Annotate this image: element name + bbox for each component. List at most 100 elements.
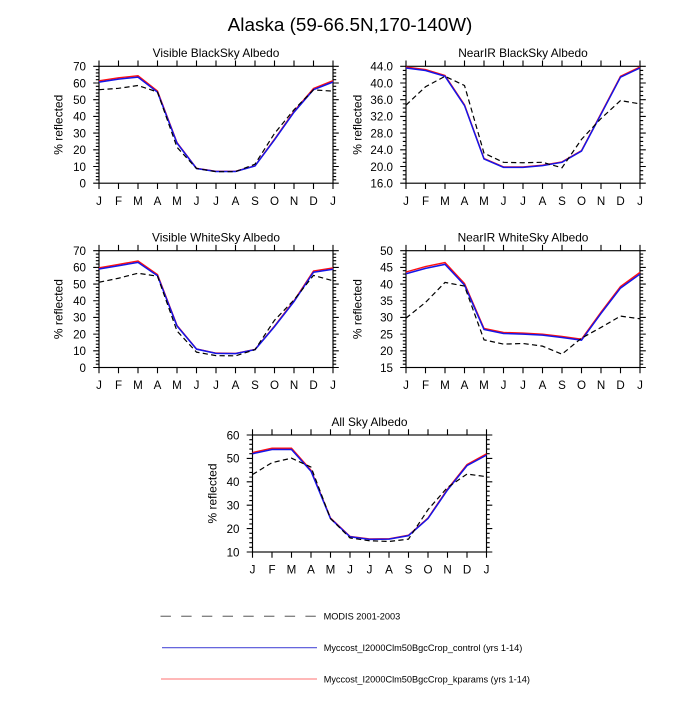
svg-text:44.0: 44.0 (370, 61, 393, 74)
svg-text:M: M (479, 379, 489, 392)
svg-text:70: 70 (73, 61, 86, 74)
svg-text:Visible BlackSky Albedo: Visible BlackSky Albedo (153, 46, 280, 60)
svg-text:D: D (463, 564, 471, 577)
svg-text:40: 40 (227, 476, 240, 489)
svg-text:O: O (577, 379, 586, 392)
svg-text:F: F (115, 195, 122, 208)
svg-text:J: J (520, 195, 526, 208)
svg-text:M: M (133, 379, 143, 392)
svg-text:D: D (309, 379, 317, 392)
svg-text:J: J (403, 379, 409, 392)
svg-text:50: 50 (73, 94, 86, 107)
svg-text:M: M (479, 195, 489, 208)
svg-text:J: J (501, 195, 507, 208)
svg-text:N: N (290, 379, 298, 392)
svg-text:20: 20 (227, 523, 240, 536)
svg-text:% reflected: % reflected (350, 95, 364, 155)
svg-text:40: 40 (380, 278, 393, 291)
svg-text:J: J (330, 379, 336, 392)
svg-text:O: O (423, 564, 432, 577)
svg-text:N: N (443, 564, 451, 577)
svg-text:35: 35 (380, 295, 393, 308)
svg-text:20: 20 (380, 345, 393, 358)
svg-text:A: A (232, 195, 240, 208)
svg-text:S: S (405, 564, 413, 577)
svg-text:J: J (637, 195, 643, 208)
svg-text:40: 40 (73, 111, 86, 124)
svg-text:20: 20 (73, 144, 86, 157)
svg-text:A: A (539, 195, 547, 208)
svg-text:60: 60 (73, 262, 86, 275)
svg-text:M: M (133, 195, 143, 208)
svg-text:A: A (154, 379, 162, 392)
svg-text:20.0: 20.0 (370, 161, 393, 174)
svg-text:A: A (461, 195, 469, 208)
svg-text:S: S (251, 195, 259, 208)
svg-text:M: M (440, 195, 450, 208)
svg-text:S: S (558, 195, 566, 208)
svg-text:NearIR WhiteSky Albedo: NearIR WhiteSky Albedo (458, 231, 589, 245)
svg-text:N: N (597, 195, 605, 208)
svg-text:0: 0 (80, 362, 86, 375)
svg-text:N: N (290, 195, 298, 208)
svg-text:% reflected: % reflected (52, 95, 66, 155)
svg-text:All Sky Albedo: All Sky Albedo (331, 415, 407, 429)
svg-text:A: A (539, 379, 547, 392)
svg-text:50: 50 (380, 245, 393, 258)
svg-text:A: A (154, 195, 162, 208)
svg-text:40: 40 (73, 295, 86, 308)
svg-text:J: J (194, 379, 200, 392)
svg-text:30: 30 (380, 312, 393, 325)
svg-text:F: F (115, 379, 122, 392)
svg-text:J: J (403, 195, 409, 208)
svg-text:J: J (347, 564, 353, 577)
svg-text:D: D (616, 379, 624, 392)
svg-text:0: 0 (80, 178, 86, 191)
svg-text:M: M (440, 379, 450, 392)
svg-text:50: 50 (73, 278, 86, 291)
svg-text:NearIR BlackSky Albedo: NearIR BlackSky Albedo (458, 46, 588, 60)
svg-text:O: O (270, 379, 279, 392)
svg-text:28.0: 28.0 (370, 127, 393, 140)
svg-text:M: M (172, 379, 182, 392)
svg-text:M: M (172, 195, 182, 208)
svg-text:36.0: 36.0 (370, 94, 393, 107)
svg-text:A: A (307, 564, 315, 577)
svg-text:M: M (287, 564, 297, 577)
svg-text:J: J (520, 379, 526, 392)
svg-text:16.0: 16.0 (370, 178, 393, 191)
svg-text:10: 10 (73, 345, 86, 358)
svg-text:24.0: 24.0 (370, 144, 393, 157)
svg-text:30: 30 (73, 312, 86, 325)
svg-text:20: 20 (73, 328, 86, 341)
svg-text:A: A (461, 379, 469, 392)
svg-text:J: J (96, 379, 102, 392)
svg-text:J: J (250, 564, 256, 577)
svg-text:F: F (268, 564, 275, 577)
svg-text:40.0: 40.0 (370, 77, 393, 90)
svg-text:S: S (251, 379, 259, 392)
svg-text:25: 25 (380, 328, 393, 341)
svg-text:10: 10 (73, 161, 86, 174)
svg-text:J: J (213, 379, 219, 392)
svg-text:50: 50 (227, 453, 240, 466)
svg-text:Myccost_I2000Clm50BgcCrop_cont: Myccost_I2000Clm50BgcCrop_control (yrs 1… (324, 643, 523, 653)
svg-text:F: F (422, 195, 429, 208)
svg-text:Visible WhiteSky Albedo: Visible WhiteSky Albedo (152, 231, 280, 245)
svg-text:A: A (232, 379, 240, 392)
svg-text:J: J (501, 379, 507, 392)
svg-text:60: 60 (73, 77, 86, 90)
svg-text:J: J (330, 195, 336, 208)
svg-text:% reflected: % reflected (205, 463, 219, 523)
svg-text:F: F (422, 379, 429, 392)
svg-text:S: S (558, 379, 566, 392)
svg-text:30: 30 (73, 127, 86, 140)
svg-text:Myccost_I2000Clm50BgcCrop_kpar: Myccost_I2000Clm50BgcCrop_kparams (yrs 1… (324, 675, 530, 685)
svg-text:MODIS 2001-2003: MODIS 2001-2003 (324, 612, 401, 622)
svg-text:J: J (484, 564, 490, 577)
svg-text:% reflected: % reflected (51, 279, 65, 339)
svg-text:30: 30 (227, 500, 240, 513)
svg-text:32.0: 32.0 (370, 111, 393, 124)
svg-text:D: D (616, 195, 624, 208)
svg-text:15: 15 (380, 362, 393, 375)
